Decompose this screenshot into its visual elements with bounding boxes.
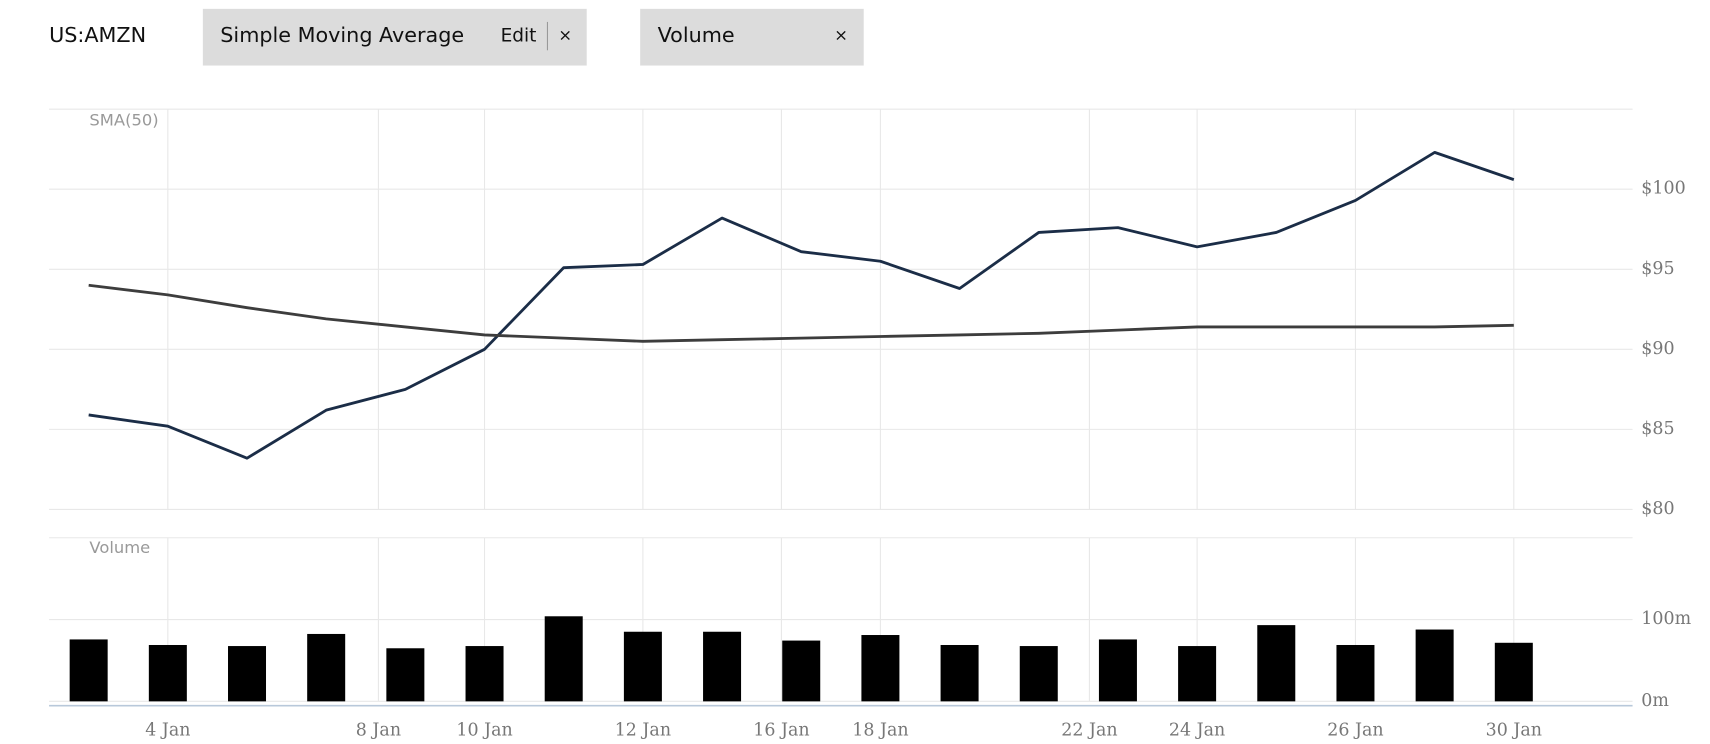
bar (228, 646, 267, 702)
close-button[interactable]: × (558, 26, 572, 45)
bar (544, 616, 583, 702)
symbol: US:AMZN (49, 23, 146, 47)
bar (386, 648, 425, 702)
y-tick-label: 0m (1641, 691, 1669, 711)
y-tick-label: $90 (1641, 339, 1674, 359)
bar (940, 644, 979, 702)
y-tick-label: $80 (1641, 499, 1674, 519)
bar (1336, 644, 1375, 702)
close-button[interactable]: × (834, 26, 848, 45)
y-tick-label: $100 (1641, 179, 1685, 199)
edit-button[interactable]: Edit (501, 26, 537, 47)
x-tick-label: 10 Jan (456, 720, 512, 740)
x-tick-label: 12 Jan (615, 720, 671, 740)
indicator-chip[interactable] (202, 8, 587, 66)
indicator-label: Volume (658, 23, 735, 47)
bar (69, 639, 108, 702)
panel-title: Volume (89, 538, 150, 557)
bar (1019, 646, 1058, 702)
x-tick-label: 18 Jan (852, 720, 908, 740)
bar (1415, 629, 1454, 702)
x-tick-label: 8 Jan (356, 720, 401, 740)
x-tick-label: 24 Jan (1169, 720, 1225, 740)
bar (782, 640, 821, 702)
indicator-chip[interactable] (640, 8, 864, 66)
bar (1494, 642, 1533, 702)
x-tick-label: 30 Jan (1486, 720, 1542, 740)
bar (307, 633, 346, 702)
indicator-label: Simple Moving Average (220, 23, 464, 47)
y-tick-label: $85 (1641, 419, 1674, 439)
bar (861, 635, 900, 702)
bar (1098, 639, 1137, 702)
x-tick-label: 22 Jan (1061, 720, 1117, 740)
y-tick-label: 100m (1641, 609, 1691, 629)
x-tick-label: 16 Jan (753, 720, 809, 740)
line (88, 150, 1515, 460)
bar (1257, 625, 1296, 702)
bar (703, 631, 742, 702)
x-tick-label: 4 Jan (145, 720, 190, 740)
line (88, 283, 1514, 343)
bar (465, 646, 504, 702)
y-tick-label: $95 (1641, 259, 1674, 279)
bar (148, 644, 187, 702)
x-tick-label: 26 Jan (1327, 720, 1383, 740)
bar (623, 631, 662, 702)
panel-title: SMA(50) (89, 111, 158, 130)
bar (1178, 646, 1217, 702)
